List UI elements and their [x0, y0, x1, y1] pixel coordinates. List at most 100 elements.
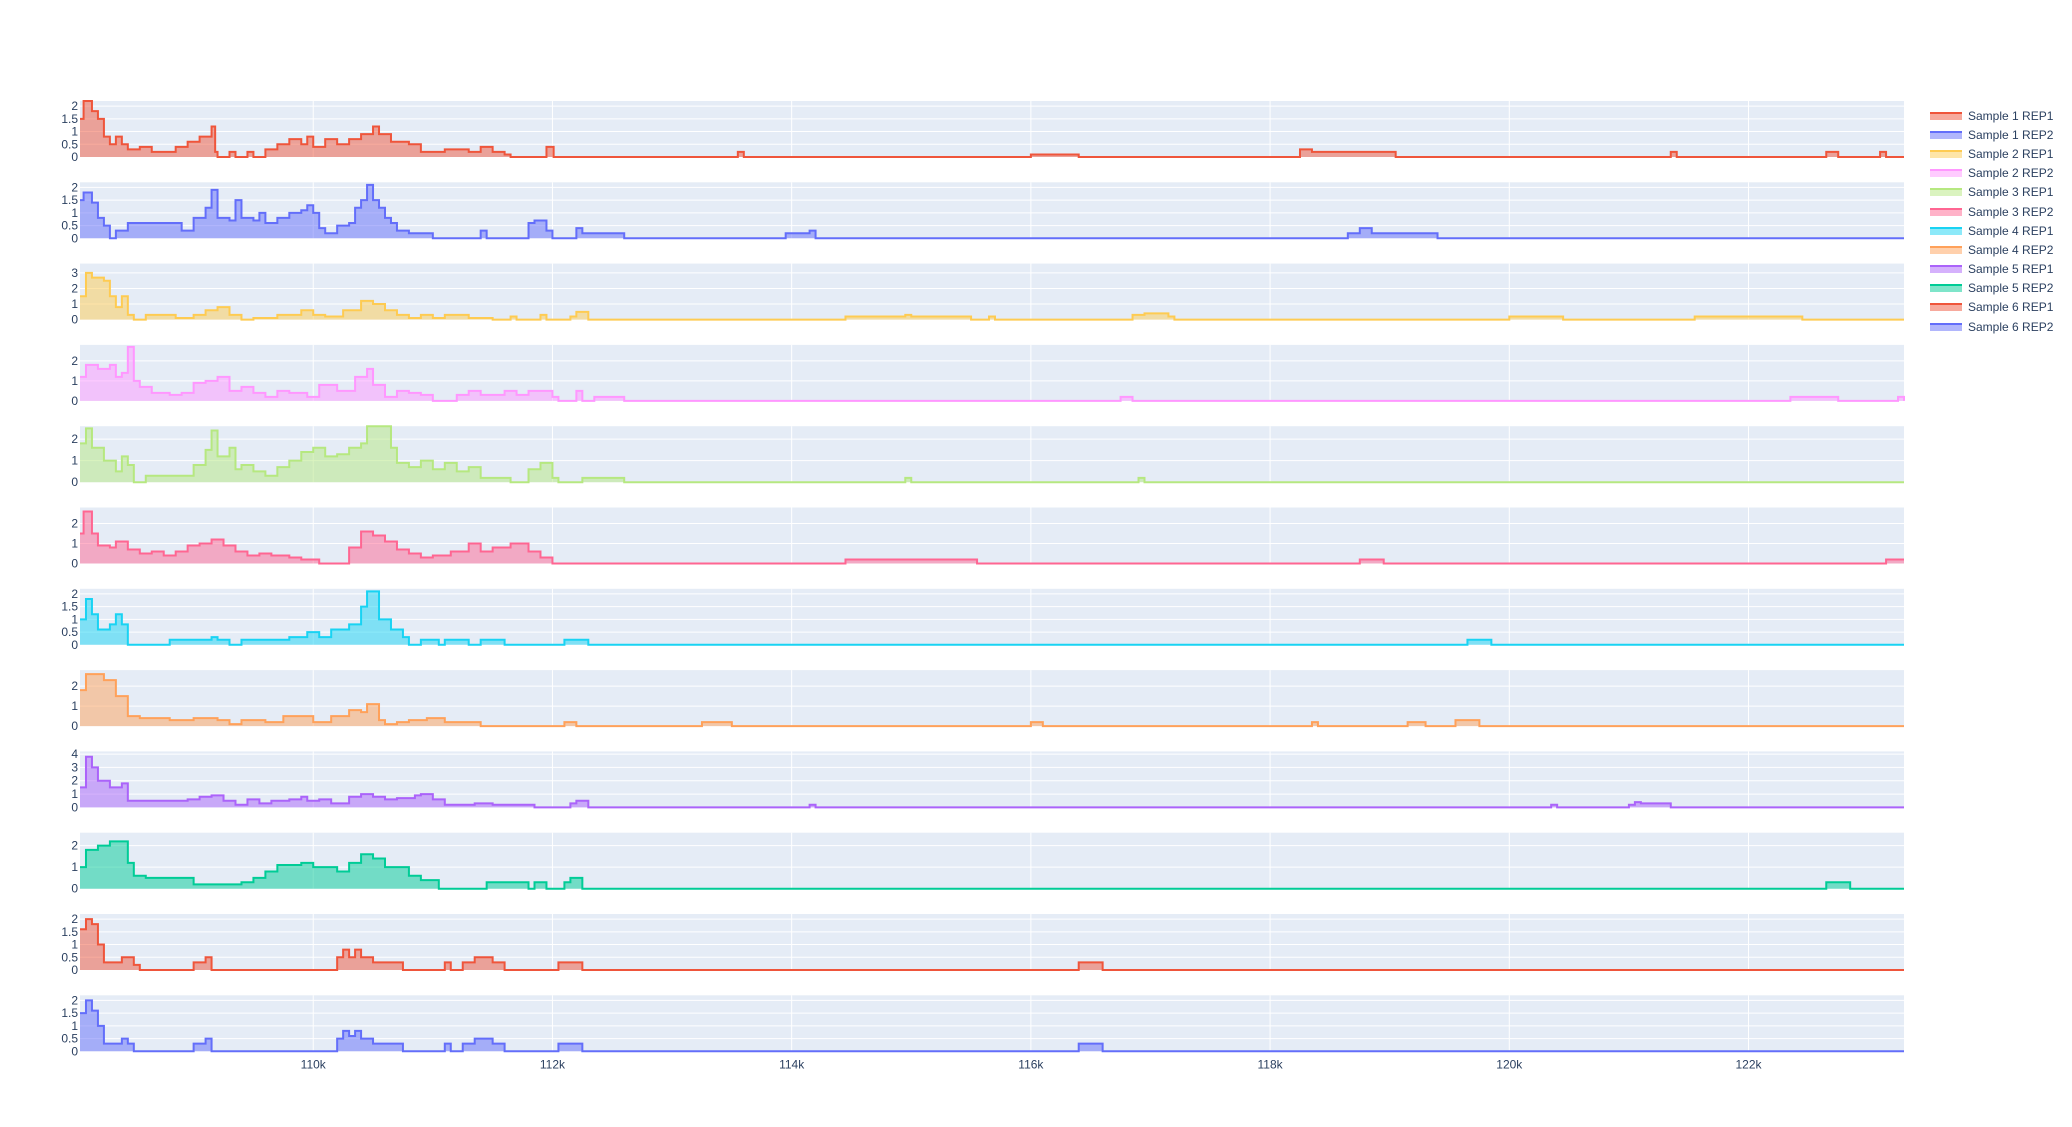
- legend-item[interactable]: Sample 2 REP1: [1930, 144, 2070, 163]
- track-panel-5: 0 1 2: [71, 425, 1904, 489]
- series-area: [80, 184, 1904, 239]
- y-tick-label: 1: [71, 938, 78, 952]
- series-line: [80, 999, 1904, 1053]
- y-tick-label: 1.5: [61, 193, 78, 207]
- series-line: [80, 345, 1905, 402]
- series-area: [80, 511, 1904, 564]
- track-panel-3: 0 1 23: [71, 263, 1904, 327]
- y-tick-label: 2: [71, 839, 78, 853]
- y-tick-label: 1: [71, 454, 78, 468]
- y-tick-label: 1: [71, 206, 78, 220]
- y-tick-label: 0.5: [61, 1032, 78, 1046]
- series-line: [80, 510, 1904, 565]
- legend-item[interactable]: Sample 2 REP2: [1930, 164, 2070, 183]
- y-tick-label: 0: [71, 882, 78, 896]
- track-panel-4: 0 1 2: [71, 344, 1905, 408]
- legend-item[interactable]: Sample 3 REP2: [1930, 202, 2070, 221]
- track-panel-11: 00.511.52: [61, 912, 1904, 977]
- panel-background: [80, 914, 1904, 970]
- legend-label: Sample 2 REP2: [1968, 166, 2054, 181]
- legend-label: Sample 6 REP1: [1968, 300, 2054, 315]
- legend-label: Sample 5 REP1: [1968, 262, 2054, 277]
- y-tick-label: 0.5: [61, 950, 78, 964]
- legend-item[interactable]: Sample 4 REP2: [1930, 240, 2070, 259]
- legend-item[interactable]: Sample 6 REP2: [1930, 317, 2070, 336]
- legend-swatch: [1930, 111, 1962, 120]
- y-tick-label: 0: [71, 719, 78, 733]
- y-tick-label: 1: [71, 374, 78, 388]
- x-tick-label: 110k: [301, 1057, 327, 1071]
- y-tick-label: 1.5: [61, 925, 78, 939]
- y-tick-label: 1: [71, 297, 78, 311]
- y-tick-label: 3: [71, 760, 78, 774]
- series-area: [80, 346, 1904, 401]
- legend-swatch: [1930, 130, 1962, 139]
- y-tick-label: 1.5: [61, 600, 78, 614]
- legend-item[interactable]: Sample 1 REP2: [1930, 125, 2070, 144]
- track-panel-7: 00.511.52: [61, 587, 1904, 652]
- y-tick-label: 1.5: [61, 112, 78, 126]
- track-panel-8: 0 1 2: [71, 670, 1904, 733]
- y-tick-label: 0: [71, 800, 78, 814]
- legend-item[interactable]: Sample 6 REP1: [1930, 298, 2070, 317]
- legend-item[interactable]: Sample 5 REP2: [1930, 279, 2070, 298]
- legend-swatch: [1930, 322, 1962, 331]
- legend-label: Sample 4 REP1: [1968, 223, 2054, 238]
- track-panel-1: 00.511.52: [61, 99, 1904, 164]
- x-tick-label: 114k: [779, 1057, 805, 1071]
- y-tick-label: 0: [71, 963, 78, 977]
- y-tick-label: 0: [71, 394, 78, 408]
- x-tick-label: 112k: [540, 1057, 566, 1071]
- series-area: [80, 426, 1904, 483]
- y-tick-label: 0: [71, 231, 78, 245]
- legend-item[interactable]: Sample 5 REP1: [1930, 260, 2070, 279]
- y-tick-label: 1: [71, 125, 78, 139]
- panel-background: [80, 995, 1904, 1052]
- legend-label: Sample 1 REP1: [1968, 108, 2054, 123]
- legend-label: Sample 5 REP2: [1968, 281, 2054, 296]
- legend-item[interactable]: Sample 1 REP1: [1930, 106, 2070, 125]
- y-tick-label: 1: [71, 699, 78, 713]
- legend-label: Sample 3 REP1: [1968, 185, 2054, 200]
- y-tick-label: 0.5: [61, 219, 78, 233]
- legend-swatch: [1930, 303, 1962, 312]
- y-tick-label: 2: [71, 432, 78, 446]
- y-tick-label: 0.5: [61, 625, 78, 639]
- y-tick-label: 2: [71, 180, 78, 194]
- track-panel-12: 00.511.52: [61, 993, 1904, 1058]
- y-tick-label: 0: [71, 638, 78, 652]
- track-panel-2: 00.511.52: [61, 180, 1904, 245]
- track-panel-10: 0 1 2: [71, 832, 1904, 896]
- series-line: [80, 755, 1904, 809]
- series-line: [80, 840, 1904, 890]
- y-tick-label: 2: [71, 354, 78, 368]
- legend-swatch: [1930, 226, 1962, 235]
- y-tick-label: 1: [71, 1019, 78, 1033]
- series-area: [80, 841, 1904, 889]
- series-line: [80, 183, 1904, 240]
- legend-swatch: [1930, 188, 1962, 197]
- series-line: [80, 271, 1904, 321]
- series-line: [80, 100, 1904, 158]
- legend-item[interactable]: Sample 3 REP1: [1930, 183, 2070, 202]
- y-tick-label: 1.5: [61, 1006, 78, 1020]
- y-tick-label: 0: [71, 313, 78, 327]
- y-tick-label: 3: [71, 266, 78, 280]
- legend-swatch: [1930, 265, 1962, 274]
- series-line: [80, 673, 1904, 728]
- y-tick-label: 0: [71, 150, 78, 164]
- y-tick-label: 2: [71, 281, 78, 295]
- y-tick-label: 0: [71, 475, 78, 489]
- legend-label: Sample 2 REP1: [1968, 146, 2054, 161]
- y-tick-label: 1: [71, 537, 78, 551]
- track-panel-6: 0 1 2: [71, 507, 1904, 571]
- series-line: [80, 590, 1904, 646]
- y-tick-label: 1: [71, 860, 78, 874]
- legend-label: Sample 4 REP2: [1968, 242, 2054, 257]
- legend-swatch: [1930, 284, 1962, 293]
- legend-item[interactable]: Sample 4 REP1: [1930, 221, 2070, 240]
- y-tick-label: 4: [71, 747, 78, 761]
- x-tick-label: 116k: [1018, 1057, 1044, 1071]
